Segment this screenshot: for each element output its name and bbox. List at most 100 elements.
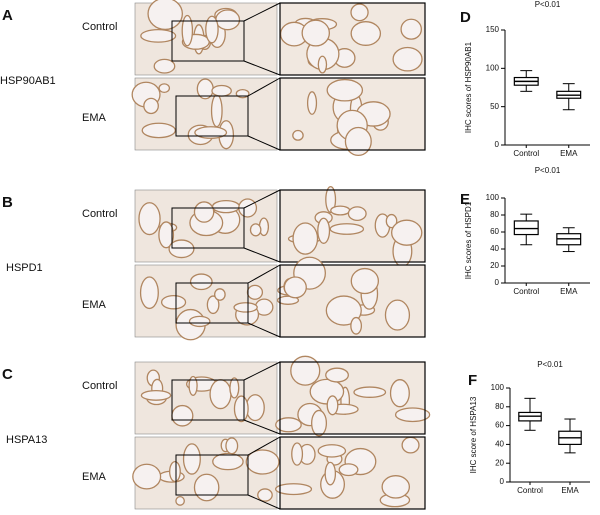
villus bbox=[292, 222, 319, 255]
villus bbox=[391, 219, 423, 246]
y-tick-label: 80 bbox=[495, 402, 504, 411]
zoom-line bbox=[247, 77, 281, 97]
villus bbox=[249, 223, 262, 237]
villus bbox=[169, 460, 181, 483]
y-tick-label: 150 bbox=[486, 25, 500, 34]
y-tick-label: 100 bbox=[486, 63, 500, 72]
y-axis-label: IHC score of HSPA13 bbox=[469, 396, 478, 473]
villus bbox=[384, 299, 411, 331]
panel-letter: D bbox=[460, 9, 471, 26]
zoom-line bbox=[243, 2, 281, 22]
y-tick-label: 20 bbox=[495, 458, 504, 467]
villus bbox=[188, 315, 211, 328]
villus bbox=[193, 201, 215, 223]
zoom-line bbox=[247, 135, 281, 151]
inset-box bbox=[175, 282, 249, 324]
villus bbox=[347, 206, 367, 222]
villus bbox=[330, 205, 351, 216]
villus bbox=[193, 473, 220, 502]
villus bbox=[233, 302, 258, 313]
villus bbox=[292, 129, 304, 141]
villus bbox=[140, 389, 172, 401]
villus bbox=[212, 452, 244, 471]
villus bbox=[400, 18, 423, 40]
x-tick-label: Control bbox=[513, 287, 539, 296]
villus bbox=[175, 495, 185, 506]
villus bbox=[160, 294, 187, 310]
x-tick-label: EMA bbox=[560, 149, 578, 158]
chart-title: P<0.01 bbox=[535, 166, 561, 175]
zoom-frame bbox=[279, 2, 426, 76]
villus bbox=[209, 379, 232, 410]
villus bbox=[326, 78, 364, 102]
villus bbox=[325, 295, 362, 326]
villus bbox=[138, 202, 161, 236]
villus bbox=[229, 377, 240, 399]
panel-letter: A bbox=[2, 7, 13, 24]
villus bbox=[189, 273, 213, 291]
panel-letter: E bbox=[460, 191, 470, 208]
inset-box bbox=[175, 95, 249, 137]
villus bbox=[233, 395, 249, 423]
villus bbox=[275, 483, 313, 496]
villus bbox=[210, 94, 223, 128]
villus bbox=[168, 239, 195, 259]
zoom-frame bbox=[279, 189, 426, 263]
villus bbox=[225, 437, 239, 455]
villus bbox=[140, 28, 177, 43]
zoom-frame bbox=[279, 77, 426, 151]
y-tick-label: 100 bbox=[486, 193, 500, 202]
villus bbox=[317, 217, 331, 244]
villus bbox=[350, 21, 382, 46]
y-axis-label: IHC scores of HSP90AB1 bbox=[464, 41, 473, 133]
x-tick-label: EMA bbox=[561, 486, 579, 495]
villus bbox=[158, 83, 171, 93]
villus bbox=[325, 185, 337, 214]
villus bbox=[291, 442, 304, 466]
group-label: Control bbox=[82, 208, 117, 220]
villus bbox=[324, 461, 337, 486]
villus bbox=[311, 409, 328, 437]
villus bbox=[306, 91, 318, 115]
y-tick-label: 80 bbox=[490, 210, 499, 219]
y-tick-label: 40 bbox=[490, 244, 499, 253]
villus bbox=[194, 126, 228, 139]
villus bbox=[246, 284, 264, 300]
villus bbox=[132, 463, 162, 490]
villus bbox=[171, 404, 194, 427]
panel-letter: C bbox=[2, 366, 13, 383]
y-tick-label: 0 bbox=[495, 278, 500, 287]
villus bbox=[385, 213, 398, 229]
y-tick-label: 50 bbox=[490, 102, 499, 111]
villus bbox=[153, 58, 176, 74]
gene-label: HSPA13 bbox=[6, 434, 47, 446]
zoom-frame bbox=[279, 436, 426, 510]
y-tick-label: 100 bbox=[491, 383, 505, 392]
x-tick-label: Control bbox=[517, 486, 543, 495]
villus bbox=[276, 295, 300, 305]
villus bbox=[309, 378, 345, 405]
villus bbox=[158, 221, 175, 249]
box bbox=[513, 220, 539, 236]
x-tick-label: EMA bbox=[560, 287, 578, 296]
panel-letter: B bbox=[2, 194, 13, 211]
group-label: Control bbox=[82, 380, 117, 392]
group-label: EMA bbox=[82, 471, 107, 483]
y-tick-label: 0 bbox=[500, 477, 505, 486]
villus bbox=[188, 375, 198, 396]
villus bbox=[389, 379, 410, 408]
villus bbox=[290, 355, 321, 386]
villus bbox=[317, 55, 328, 74]
zoom-line bbox=[243, 419, 281, 435]
group-label: Control bbox=[82, 21, 117, 33]
villus bbox=[139, 276, 159, 310]
villus bbox=[353, 386, 387, 398]
zoom-line bbox=[243, 247, 281, 263]
villus bbox=[181, 14, 194, 47]
villus bbox=[338, 463, 359, 477]
zoom-line bbox=[247, 264, 281, 284]
villus bbox=[301, 19, 331, 47]
villus bbox=[344, 126, 372, 157]
chart-title: P<0.01 bbox=[535, 0, 561, 9]
